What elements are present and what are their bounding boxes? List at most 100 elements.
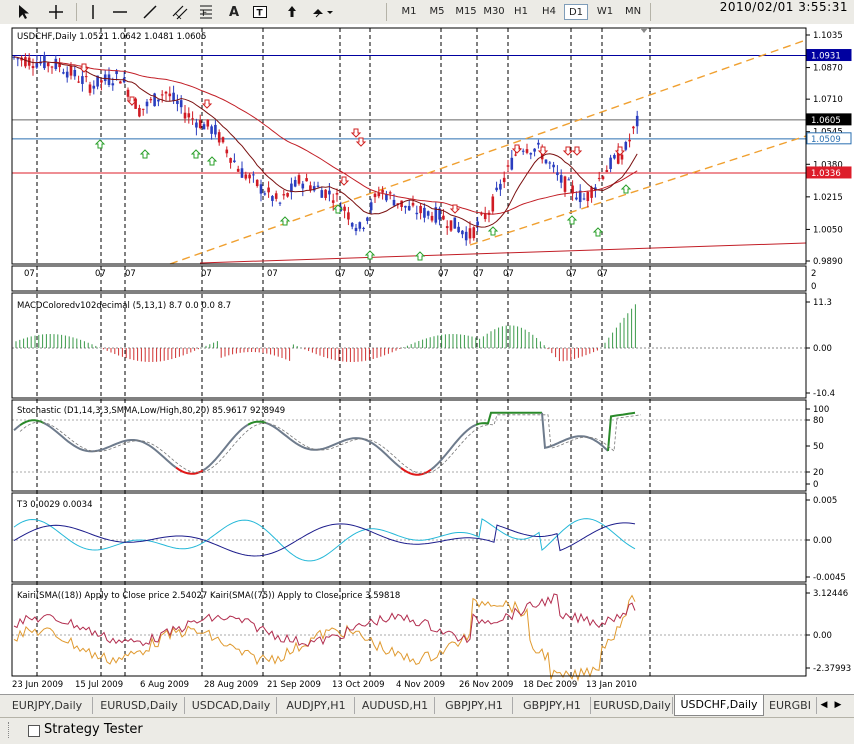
sub-strip-label: 07 xyxy=(597,269,608,279)
candle-body xyxy=(297,175,301,184)
tab-eurjpy-daily[interactable]: EURJPY,Daily xyxy=(2,697,93,714)
candle-body xyxy=(350,222,354,227)
sell-arrow-icon xyxy=(571,146,583,156)
candle-body xyxy=(290,183,293,193)
pane-tick-label: 0 xyxy=(813,480,818,490)
timeframe-h4[interactable]: H4 xyxy=(542,6,556,17)
sub-strip-label: 07 xyxy=(267,269,278,279)
vertical-line-tool-icon[interactable] xyxy=(84,3,102,21)
arrow-shapes-dropdown-icon[interactable] xyxy=(308,3,336,21)
text-tool-icon[interactable]: A xyxy=(228,4,240,20)
timeframe-m5[interactable]: M5 xyxy=(429,6,445,17)
tab-gbpjpy-h1[interactable]: GBPJPY,H1 xyxy=(436,697,513,714)
candle-body xyxy=(578,190,582,203)
timeframe-m1[interactable]: M1 xyxy=(401,6,417,17)
tab-audusd-h1[interactable]: AUDUSD,H1 xyxy=(356,697,435,714)
text-label-tool-icon[interactable]: T xyxy=(250,3,270,21)
candle-body xyxy=(362,227,365,229)
price-tag-box xyxy=(806,132,852,145)
candle-body xyxy=(533,148,536,152)
sell-arrow-icon xyxy=(126,96,138,106)
trendline-tool-icon[interactable] xyxy=(140,3,160,21)
pane-tick-label: 0.005 xyxy=(813,496,837,506)
sub-strip-label: 07 xyxy=(473,269,484,279)
candle-body xyxy=(415,212,419,215)
candle-body xyxy=(187,113,191,118)
candle-body xyxy=(107,74,111,86)
timeframe-mn[interactable]: MN xyxy=(624,6,642,17)
candle-body xyxy=(354,227,358,232)
timeframe-d1[interactable]: D1 xyxy=(564,4,588,20)
candle-body xyxy=(157,99,160,102)
pane-tick-label: 0.00 xyxy=(813,631,832,641)
candle-body xyxy=(605,170,609,173)
strategy-tester-bar[interactable]: Strategy Tester xyxy=(0,717,854,744)
candle-body xyxy=(54,58,58,69)
tab-gbpjpy-h1-2[interactable]: GBPJPY,H1 xyxy=(514,697,591,714)
timeframe-w1[interactable]: W1 xyxy=(596,6,614,17)
candle-body xyxy=(16,58,20,60)
svg-text:T: T xyxy=(257,9,264,19)
candle-body xyxy=(419,205,422,214)
t3-slow-line xyxy=(13,522,636,557)
tab-audjpy-h1[interactable]: AUDJPY,H1 xyxy=(278,697,355,714)
horizontal-line-tool-icon[interactable] xyxy=(110,3,130,21)
candle-body xyxy=(407,205,411,211)
candle-body xyxy=(548,162,552,164)
candle-body xyxy=(316,185,320,187)
candle-body xyxy=(259,184,263,194)
chart-window[interactable]: USDCHF,Daily 1.0521 1.0642 1.0481 1.0605… xyxy=(0,24,854,694)
crosshair-tool-icon[interactable] xyxy=(46,3,66,21)
candle-body xyxy=(537,142,540,145)
pane-tick-label: 50 xyxy=(813,442,824,452)
timeframe-m15[interactable]: M15 xyxy=(455,6,477,17)
tab-eurusd-daily[interactable]: EURUSD,Daily xyxy=(94,697,185,714)
sub-strip-scale-top: 2 xyxy=(811,269,816,279)
kairi-fast-line xyxy=(13,593,636,647)
tab-usdchf-daily[interactable]: USDCHF,Daily xyxy=(674,695,764,716)
pane-frame xyxy=(11,265,807,292)
buy-arrow-icon xyxy=(279,216,291,226)
candle-body xyxy=(305,178,308,182)
arrows-tool-icon[interactable] xyxy=(282,3,302,21)
buy-arrow-icon xyxy=(620,184,632,194)
candle-body xyxy=(236,168,240,172)
buy-arrow-icon xyxy=(332,204,344,214)
tabs-scroll-right-icon[interactable]: ▶ xyxy=(834,700,842,710)
candle-body xyxy=(168,93,172,97)
timeframe-h1[interactable]: H1 xyxy=(514,6,528,17)
sell-arrow-icon xyxy=(511,144,523,154)
equidistant-channel-tool-icon[interactable] xyxy=(170,3,190,21)
candle-body xyxy=(301,183,305,189)
candle-body xyxy=(586,191,590,202)
candle-body xyxy=(392,199,396,206)
tabs-scroll-left-icon[interactable]: ◀ xyxy=(820,700,828,710)
sub-strip-label: 07 xyxy=(335,269,346,279)
fibonacci-tool-icon[interactable]: F xyxy=(196,3,216,21)
sub-strip-label: 07 xyxy=(566,269,577,279)
candle-body xyxy=(164,91,168,94)
candle-body xyxy=(141,108,145,110)
tab-usdcad-daily[interactable]: USDCAD,Daily xyxy=(186,697,277,714)
candle-body xyxy=(483,213,487,220)
candle-body xyxy=(282,194,286,196)
toolbar-separator xyxy=(650,3,651,21)
main-chart-title: USDCHF,Daily 1.0521 1.0642 1.0481 1.0605 xyxy=(17,32,206,42)
tab-eurusd-daily-2[interactable]: EURUSD,Daily xyxy=(592,697,673,714)
candle-body xyxy=(476,221,479,226)
candle-body xyxy=(335,193,339,195)
date-axis-label: 28 Aug 2009 xyxy=(204,680,258,690)
tab-eurgbp-truncated[interactable]: EURGBI xyxy=(764,697,817,714)
timeframe-m30[interactable]: M30 xyxy=(483,6,505,17)
candle-body xyxy=(472,227,476,239)
cursor-tool-icon[interactable] xyxy=(14,3,34,21)
candle-body xyxy=(347,212,350,220)
chart-canvas[interactable]: USDCHF,Daily 1.0521 1.0642 1.0481 1.0605… xyxy=(0,24,854,694)
candle-body xyxy=(430,215,434,221)
date-axis-label: 13 Oct 2009 xyxy=(332,680,385,690)
pane-tick-label: 0.00 xyxy=(813,536,832,546)
date-axis-label: 4 Nov 2009 xyxy=(396,680,445,690)
candle-body xyxy=(286,193,289,197)
candle-body xyxy=(50,66,54,68)
strategy-tester-label[interactable]: Strategy Tester xyxy=(44,722,143,737)
